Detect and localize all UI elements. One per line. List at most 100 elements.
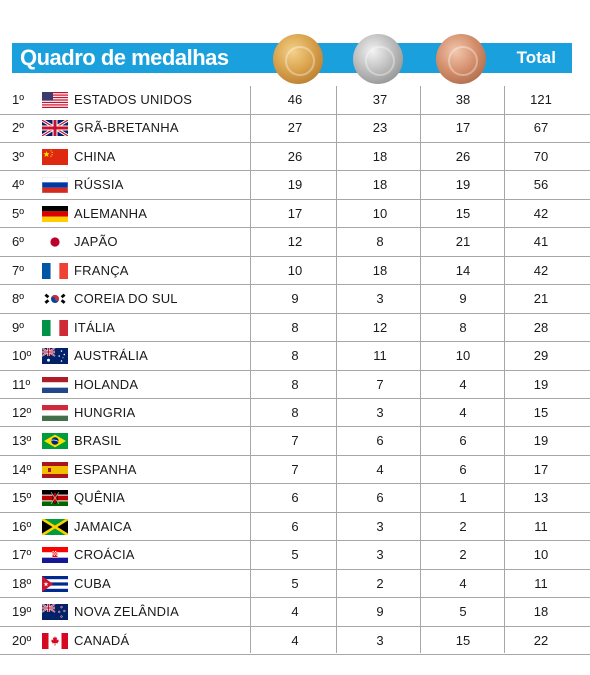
silver-count: 3 [376, 404, 384, 420]
bronze-count: 19 [455, 177, 471, 193]
rank-cell: 8º [12, 291, 24, 307]
total-count: 18 [533, 604, 549, 620]
country-name: JAPÃO [74, 234, 118, 250]
russia-flag-icon [42, 177, 68, 194]
table-row: 6º JAPÃO 12 8 21 41 [0, 228, 590, 257]
country-name: QUÊNIA [74, 490, 126, 506]
rank-cell: 5º [12, 205, 24, 221]
column-divider [504, 86, 505, 653]
brazil-flag-icon [42, 433, 68, 450]
jamaica-flag-icon [42, 518, 68, 535]
silver-count: 11 [373, 348, 387, 364]
gold-medal-icon [273, 34, 323, 84]
kenya-flag-icon [42, 490, 68, 507]
canada-flag-icon [42, 632, 68, 649]
column-divider [250, 86, 251, 653]
hungary-flag-icon [42, 404, 68, 421]
rank-cell: 7º [12, 262, 24, 278]
total-count: 19 [533, 376, 549, 392]
gold-count: 19 [287, 177, 303, 193]
table-row: 5º ALEMANHA 17 10 15 42 [0, 200, 590, 229]
total-count: 56 [533, 177, 549, 193]
total-count: 41 [533, 234, 549, 250]
china-flag-icon [42, 148, 68, 165]
country-name: CANADÁ [74, 632, 130, 648]
bronze-count: 2 [459, 547, 467, 563]
rank-cell: 2º [12, 120, 24, 136]
rank-cell: 16º [12, 518, 32, 534]
total-count: 29 [533, 348, 549, 364]
silver-count: 3 [376, 518, 384, 534]
silver-count: 3 [376, 291, 384, 307]
country-name: ALEMANHA [74, 205, 148, 221]
netherlands-flag-icon [42, 376, 68, 393]
country-name: COREIA DO SUL [74, 291, 178, 307]
country-name: FRANÇA [74, 262, 129, 278]
silver-count: 3 [376, 547, 384, 563]
bronze-count: 10 [455, 348, 471, 364]
gold-count: 8 [291, 404, 299, 420]
bronze-count: 4 [459, 376, 467, 392]
bronze-count: 14 [455, 262, 471, 278]
table-row: 11º HOLANDA 8 7 4 19 [0, 371, 590, 399]
total-count: 42 [533, 262, 549, 278]
bronze-count: 4 [459, 404, 467, 420]
table-row: 2º GRÃ-BRETANHA 27 23 17 67 [0, 114, 590, 143]
total-count: 42 [533, 205, 549, 221]
germany-flag-icon [42, 205, 68, 222]
bronze-count: 21 [455, 234, 471, 250]
gold-count: 8 [291, 376, 299, 392]
page-title: Quadro de medalhas [20, 45, 229, 70]
country-name: JAMAICA [74, 518, 132, 534]
gold-count: 4 [291, 632, 299, 648]
gold-count: 4 [291, 604, 299, 620]
column-divider [336, 86, 337, 653]
spain-flag-icon [42, 461, 68, 478]
silver-medal-icon [353, 34, 403, 84]
table-row: 12º HUNGRIA 8 3 4 15 [0, 399, 590, 428]
silver-count: 12 [372, 319, 388, 335]
bronze-count: 4 [459, 575, 467, 591]
gold-count: 17 [287, 205, 303, 221]
rank-cell: 17º [12, 547, 32, 563]
silver-count: 37 [372, 92, 388, 107]
total-count: 11 [534, 575, 548, 591]
gold-count: 9 [291, 291, 299, 307]
table-row: 3º CHINA 26 18 26 70 [0, 143, 590, 172]
rank-cell: 4º [12, 177, 24, 193]
country-name: BRASIL [74, 433, 122, 449]
bronze-count: 6 [459, 461, 467, 477]
bronze-count: 2 [459, 518, 467, 534]
table-row: 8º COREIA DO SUL 9 3 9 21 [0, 285, 590, 314]
new-zealand-flag-icon [42, 604, 68, 621]
gold-count: 7 [291, 461, 299, 477]
table-row: 14º ESPANHA 7 4 6 17 [0, 456, 590, 485]
table-row: 13º BRASIL 7 6 6 19 [0, 427, 590, 456]
table-row: 7º FRANÇA 10 18 14 42 [0, 257, 590, 286]
country-name: NOVA ZELÂNDIA [74, 604, 179, 620]
gold-count: 6 [291, 518, 299, 534]
country-name: CROÁCIA [74, 547, 135, 563]
bronze-count: 9 [459, 291, 467, 307]
total-count: 67 [533, 120, 549, 136]
bronze-count: 15 [455, 205, 471, 221]
france-flag-icon [42, 262, 68, 279]
south-korea-flag-icon [42, 291, 68, 308]
country-name: CUBA [74, 575, 111, 591]
total-count: 22 [533, 632, 549, 648]
rank-cell: 11º [12, 376, 31, 392]
gold-count: 5 [291, 575, 299, 591]
total-count: 17 [533, 461, 549, 477]
gold-count: 5 [291, 547, 299, 563]
rank-cell: 3º [12, 148, 24, 164]
bronze-count: 26 [455, 148, 471, 164]
silver-count: 6 [376, 490, 384, 506]
table-row: 17º CROÁCIA 5 3 2 10 [0, 541, 590, 570]
bronze-count: 5 [459, 604, 467, 620]
rank-cell: 15º [12, 490, 32, 506]
country-name: RÚSSIA [74, 177, 124, 193]
great-britain-flag-icon [42, 120, 68, 137]
silver-count: 4 [376, 461, 384, 477]
table-row: 1º ESTADOS UNIDOS 46 37 38 121 [0, 86, 590, 115]
silver-count: 10 [372, 205, 388, 221]
